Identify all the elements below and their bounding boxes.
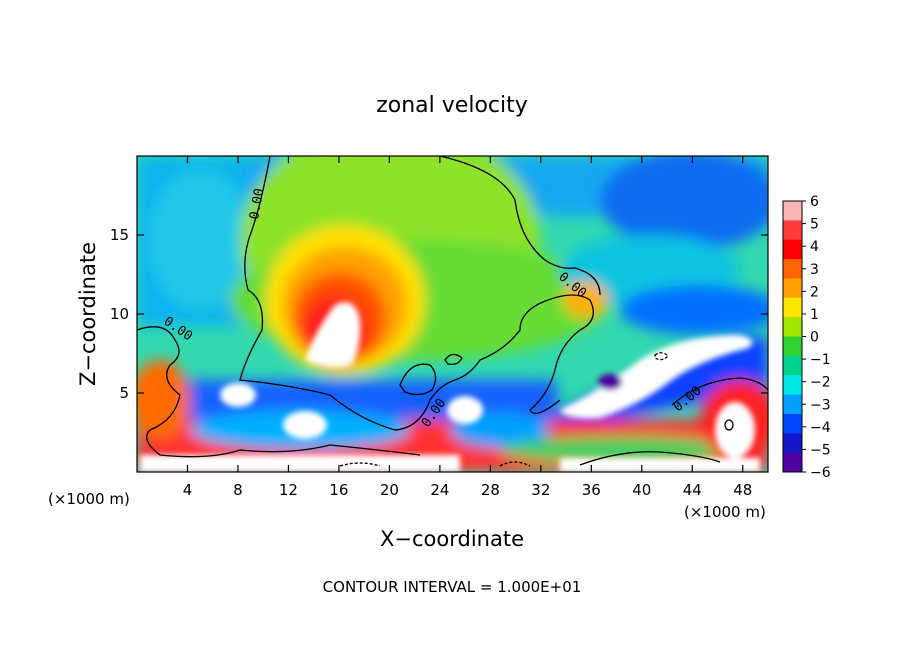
x-tick-label: 40 [632,481,651,499]
x-tick-label: 4 [183,481,193,499]
colorbar-swatch [783,375,802,396]
x-unit-left: (×1000 m) [48,490,130,508]
y-axis-title: Z−coordinate [76,242,100,386]
colorbar-swatch [783,201,802,221]
colorbar-label: −5 [810,442,831,458]
y-tick-label: 15 [110,226,129,244]
zero-contours [137,156,768,467]
x-tick-label: 28 [481,481,500,499]
colorbar-label: 3 [810,262,819,278]
contour-label: 0.00 [247,187,267,220]
colorbar-label: 2 [810,284,819,300]
x-axis: 4 8 12 16 20 24 28 32 36 40 44 48 [183,156,752,499]
colorbar-swatch [783,239,802,260]
colorbar-label: −4 [810,420,831,436]
x-tick-label: 20 [380,481,399,499]
colorbar-swatch [783,394,802,415]
colorbar-label: −1 [810,352,831,368]
chart-title: zonal velocity [376,93,528,118]
colorbar-label: −6 [810,465,831,481]
x-tick-label: 8 [233,481,243,499]
colorbar-swatch [783,413,802,434]
colorbar-swatch [783,220,802,241]
colorbar-label: 5 [810,217,819,233]
colorbar-swatch [783,433,802,454]
colorbar-label: 1 [810,307,819,323]
x-axis-title: X−coordinate [380,527,524,551]
colorbar-label: −3 [810,397,831,413]
x-tick-label: 16 [329,481,348,499]
colorbar-swatch [783,297,802,318]
x-tick-label: 32 [531,481,550,499]
colorbar-swatch [783,452,802,473]
x-tick-label: 12 [279,481,298,499]
x-tick-label: 48 [733,481,752,499]
colorbar-swatch [783,355,802,376]
colorbar: 6 5 4 3 2 1 0 −1 −2 −3 −4 −5 −6 [782,194,831,481]
colorbar-label: 4 [810,239,819,255]
heatmap-field [137,156,768,472]
x-tick-label: 36 [582,481,601,499]
y-axis: 5 10 15 [110,226,768,402]
contour-interval-note: CONTOUR INTERVAL = 1.000E+01 [323,578,582,596]
y-tick-label: 5 [119,384,129,402]
colorbar-label: 0 [810,330,819,346]
colorbar-swatch [783,336,802,357]
colorbar-swatch [783,317,802,337]
x-unit-right: (×1000 m) [684,503,766,521]
colorbar-label: −2 [810,375,831,391]
colorbar-label: 6 [810,194,819,210]
x-tick-label: 44 [683,481,702,499]
colorbar-swatch [783,278,802,299]
y-tick-label: 10 [110,305,129,323]
colorbar-swatch [783,259,802,279]
x-tick-label: 24 [430,481,449,499]
